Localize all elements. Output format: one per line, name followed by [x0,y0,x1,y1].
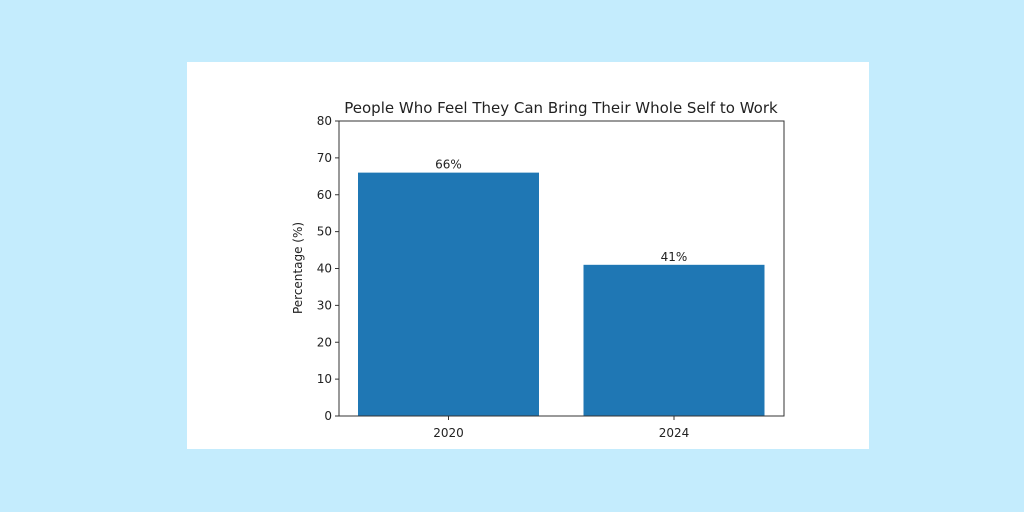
y-tick-label: 10 [317,372,332,386]
y-tick-label: 60 [317,188,332,202]
x-tick-label: 2024 [659,426,690,440]
chart-title: People Who Feel They Can Bring Their Who… [344,99,778,117]
x-axis-ticks: 2020 2024 [433,416,689,440]
x-tick-label: 2020 [433,426,464,440]
y-tick-label: 0 [324,409,332,423]
y-tick-label: 50 [317,225,332,239]
bar-2024 [583,264,765,416]
bar-value-label: 41% [661,250,688,264]
bar-value-label: 66% [435,158,462,172]
bars: 66% 41% [358,158,765,416]
y-axis-label: Percentage (%) [291,222,305,314]
y-tick-label: 30 [317,298,332,312]
y-tick-label: 20 [317,335,332,349]
y-tick-label: 40 [317,262,332,276]
y-axis-ticks: 0 10 20 30 40 50 60 70 80 [317,114,339,423]
y-tick-label: 70 [317,151,332,165]
bar-2020 [358,172,539,416]
y-tick-label: 80 [317,114,332,128]
plot-frame [338,120,785,417]
